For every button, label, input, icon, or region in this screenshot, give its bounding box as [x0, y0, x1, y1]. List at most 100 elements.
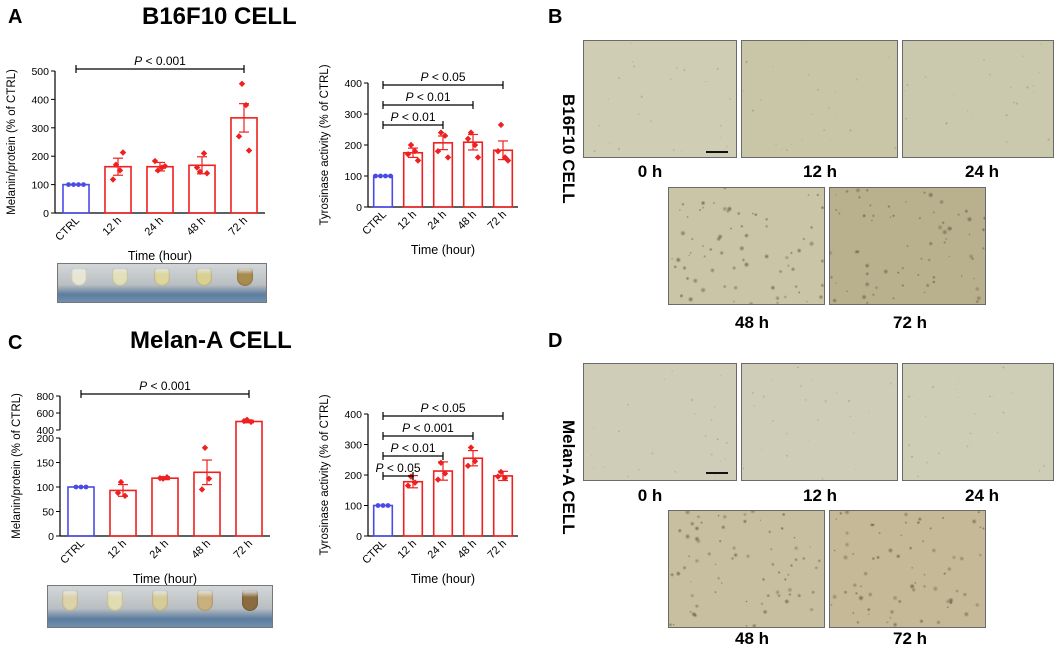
- micrograph-label: 48 h: [734, 629, 770, 648]
- y-tick-label: 300: [344, 109, 362, 121]
- bar: [151, 477, 179, 537]
- melanin-tube: [152, 590, 168, 611]
- bar: [462, 141, 484, 208]
- x-tick-label: 72 h: [485, 209, 509, 233]
- panel-d-vertical-label: Melan-A CELL: [559, 420, 578, 535]
- data-point: [161, 162, 169, 170]
- melanin-tube: [237, 268, 254, 286]
- bar: [462, 457, 484, 537]
- micrograph-label: 24 h: [964, 486, 1000, 505]
- data-point: [238, 80, 246, 87]
- data-point: [245, 147, 253, 154]
- x-tick-label: 24 h: [425, 209, 449, 233]
- micrograph-b16f10-0h: [583, 40, 737, 158]
- data-point: [116, 167, 124, 174]
- data-point: [441, 470, 449, 477]
- data-point: [71, 182, 76, 188]
- data-point: [66, 182, 71, 188]
- data-point: [163, 474, 171, 481]
- bar: [109, 489, 137, 537]
- bar: [235, 420, 263, 537]
- y-tick-label: 0: [43, 208, 49, 220]
- data-point: [411, 479, 419, 486]
- x-tick-label: 72 h: [226, 215, 250, 239]
- y-axis-label: Melanin/protein (% of CTRL): [6, 69, 18, 215]
- data-point: [501, 154, 509, 161]
- panel-a-melanin-tubes-photo: [57, 263, 267, 303]
- data-point: [404, 151, 412, 158]
- y-tick-label: 200: [31, 151, 49, 163]
- y-axis-label: Tyrosinase activity (% of CTRL): [319, 394, 331, 555]
- panel-a-tyrosinase-chart: 0 100 200 300 400 CTRL 12 h 24 h 48 h 72 h P < 0.0…: [319, 64, 518, 257]
- bar: [492, 475, 514, 537]
- data-point: [242, 101, 250, 109]
- bar: [146, 165, 174, 214]
- data-point: [444, 154, 452, 161]
- y-tick-label: 500: [31, 66, 49, 78]
- data-point: [109, 176, 117, 183]
- melanin-tube: [107, 590, 124, 611]
- data-point: [464, 135, 472, 142]
- significance-label: P < 0.05: [420, 401, 465, 415]
- micrograph-melana-0h: [583, 363, 737, 481]
- panel-c-melanin-tubes-photo: [47, 585, 273, 628]
- data-point: [494, 473, 502, 480]
- x-tick-label: 48 h: [189, 538, 213, 562]
- x-axis-label: Time (hour): [133, 572, 197, 586]
- data-point: [235, 133, 243, 140]
- melanin-tube: [112, 268, 129, 286]
- x-tick-label: 12 h: [100, 215, 124, 239]
- micrograph-melana-24h: [902, 363, 1054, 481]
- micrograph-label: 48 h: [734, 313, 770, 332]
- micrograph-melana-72h: [829, 510, 986, 628]
- x-tick-label: CTRL: [58, 538, 87, 567]
- data-point: [434, 148, 442, 155]
- bar: [372, 504, 394, 537]
- significance-label: P < 0.001: [134, 54, 186, 68]
- data-point: [117, 478, 125, 486]
- panel-letter-a: A: [8, 6, 23, 28]
- panel-letter-c: C: [8, 332, 23, 354]
- data-point: [411, 148, 419, 155]
- panel-a-melanin-chart: 0 100 200 300 400 500 CTRL 12 h 24 h 48 h 72 h P < …: [6, 54, 265, 263]
- data-point: [497, 121, 505, 129]
- melanin-tube: [196, 590, 213, 611]
- data-point: [73, 484, 79, 490]
- data-point: [193, 164, 201, 171]
- data-point: [151, 157, 159, 165]
- data-point: [156, 474, 164, 482]
- y-tick-label: 600: [36, 408, 54, 420]
- data-point: [464, 462, 472, 470]
- y-tick-label: 0: [356, 531, 362, 543]
- data-point: [504, 157, 512, 164]
- y-tick-label: 300: [31, 123, 49, 135]
- data-point: [159, 475, 167, 482]
- significance-label: P < 0.01: [390, 441, 435, 455]
- y-tick-label: 0: [48, 531, 54, 543]
- data-point: [385, 503, 391, 508]
- data-point: [112, 161, 120, 168]
- x-tick-label: 48 h: [455, 209, 479, 233]
- x-axis-label: Time (hour): [411, 572, 475, 586]
- y-tick-label: 0: [356, 202, 362, 214]
- significance-label: P < 0.001: [139, 379, 191, 393]
- data-point: [158, 164, 166, 171]
- significance-label: P < 0.01: [405, 90, 450, 104]
- micrograph-label: 72 h: [892, 313, 928, 332]
- micrograph-b16f10-12h: [741, 40, 898, 158]
- x-tick-label: 24 h: [142, 215, 166, 239]
- melanin-tube: [62, 590, 79, 611]
- x-tick-label: CTRL: [360, 209, 389, 238]
- data-point: [375, 503, 381, 508]
- panel-c-tyrosinase-chart: 0 100 200 300 400 CTRL 12 h 24 h 48 h 72 h P < 0.0…: [319, 394, 518, 586]
- data-point: [474, 154, 482, 161]
- data-point: [437, 459, 445, 466]
- data-point: [76, 182, 81, 188]
- bar: [372, 175, 394, 208]
- significance-label: P < 0.05: [375, 461, 420, 475]
- y-tick-label: 150: [36, 458, 54, 470]
- panel-letter-b: B: [548, 6, 563, 28]
- x-tick-label: 72 h: [485, 538, 509, 562]
- significance-label: P < 0.001: [402, 421, 454, 435]
- data-point: [243, 416, 251, 423]
